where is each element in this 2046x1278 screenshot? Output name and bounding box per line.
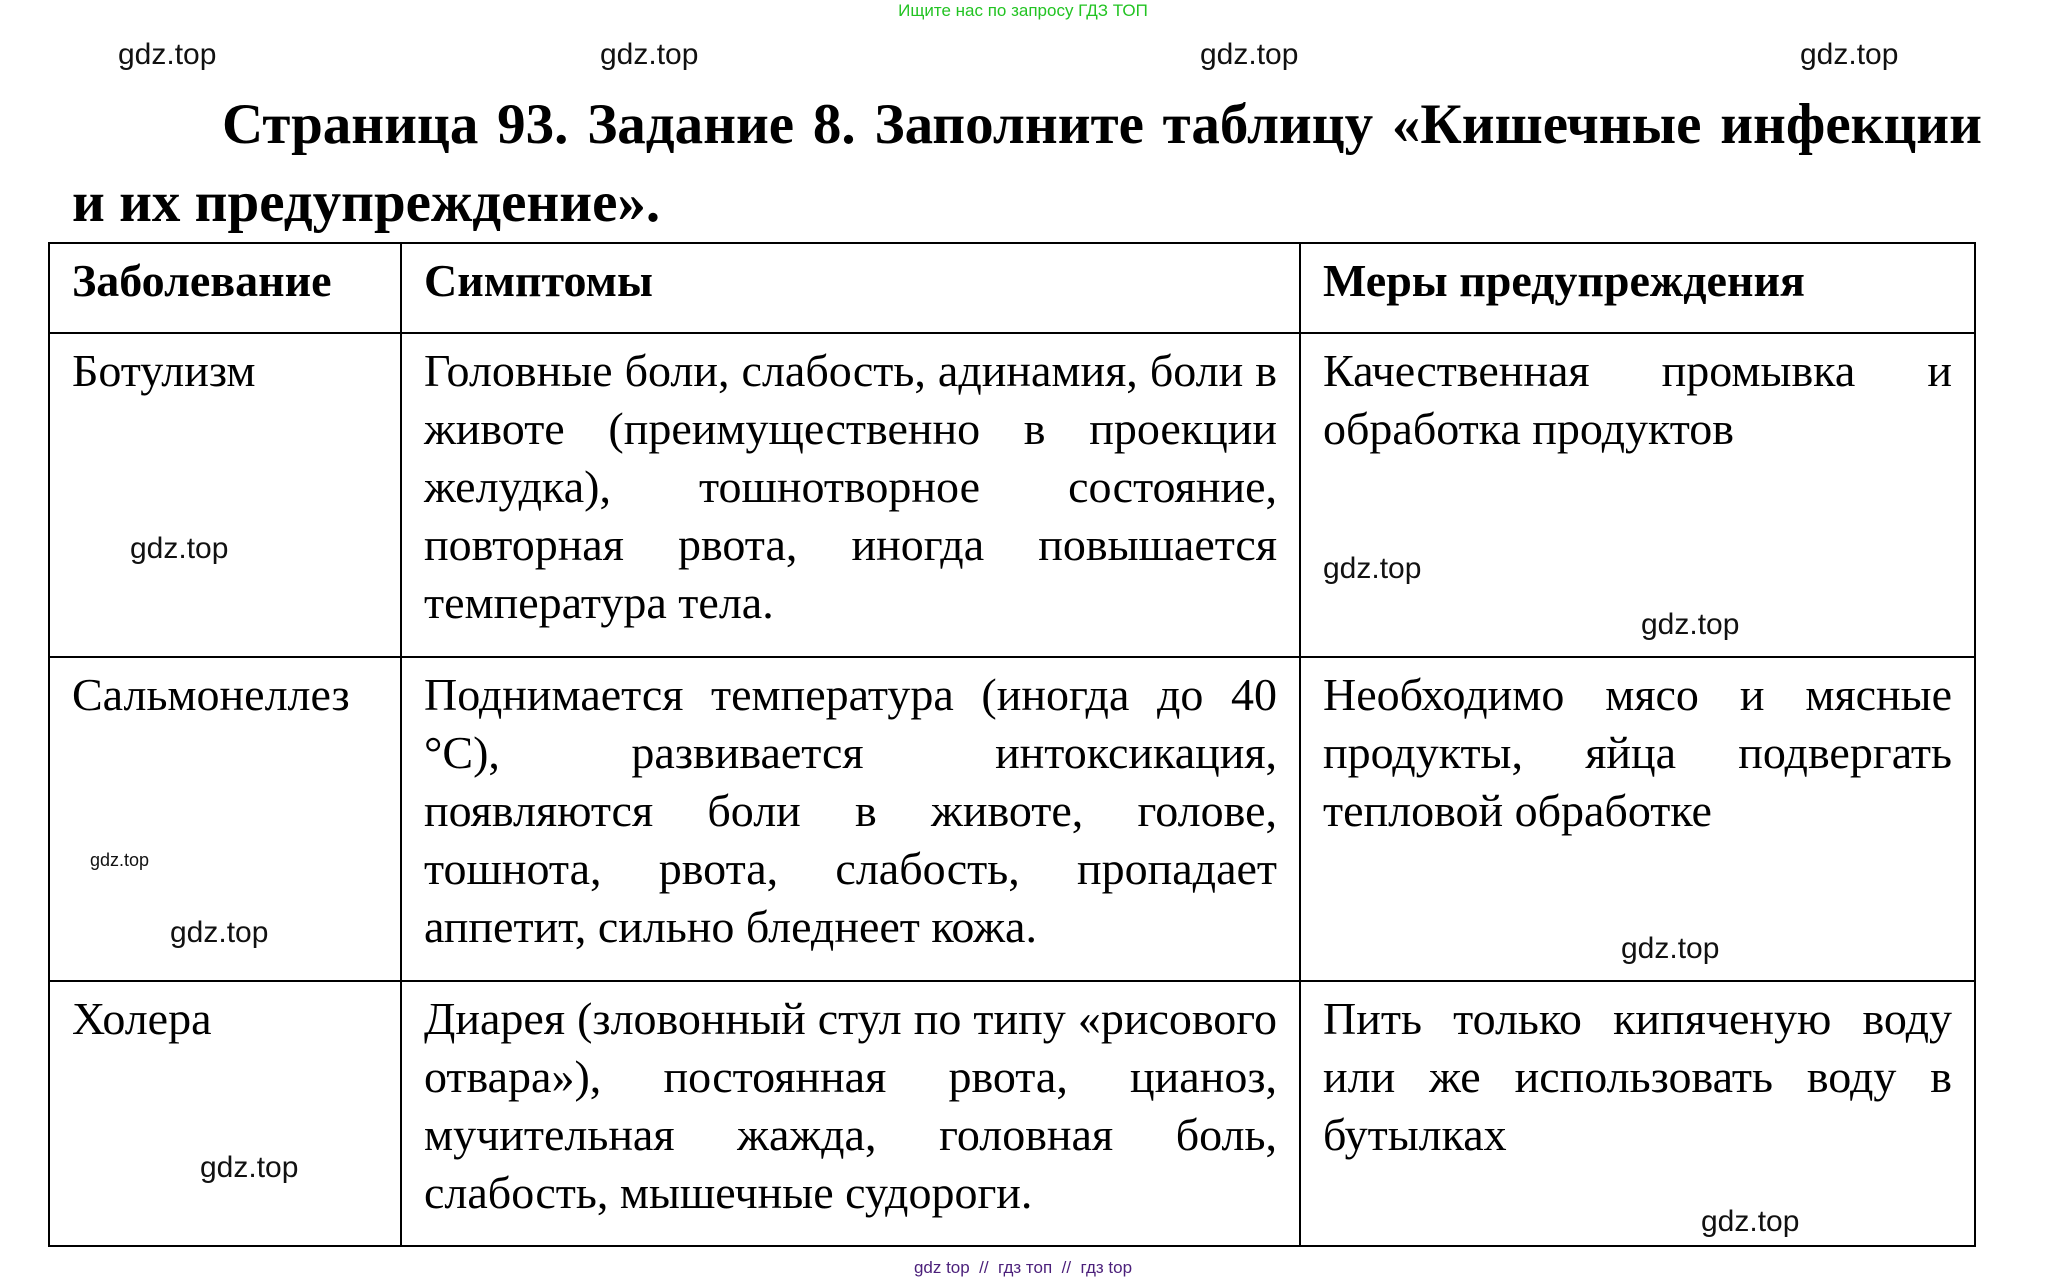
watermark: gdz.top: [600, 38, 699, 71]
cell-disease: Сальмонеллез gdz.top gdz.top: [48, 656, 402, 982]
table-row: Ботулизм gdz.top Головные боли, слабость…: [48, 332, 1976, 658]
cell-disease-text: Холера: [72, 993, 212, 1044]
watermark: gdz.top: [1323, 552, 1422, 585]
cell-prevention: Качественная промывка и обработка продук…: [1299, 332, 1976, 658]
cell-prevention: Пить только кипяченую воду или же исполь…: [1299, 980, 1976, 1247]
cell-symptoms: Поднимается температура (иногда до 40 °С…: [400, 656, 1301, 982]
watermark: gdz.top: [1800, 38, 1899, 71]
cell-prevention: Необходимо мясо и мясные продукты, яйца …: [1299, 656, 1976, 982]
cell-prevention-text: Необходимо мясо и мясные продукты, яйца …: [1323, 669, 1952, 836]
watermark: gdz.top: [1200, 38, 1299, 71]
header-symptoms: Симптомы: [400, 242, 1301, 334]
bottom-banner[interactable]: gdz top // гдз топ // гдз top: [913, 1258, 1133, 1277]
cell-disease: Ботулизм gdz.top: [48, 332, 402, 658]
watermark: gdz.top: [1621, 932, 1720, 965]
header-disease: Заболевание: [48, 242, 402, 334]
table-row: Холера gdz.top Диарея (зловонный стул по…: [48, 980, 1976, 1247]
watermark: gdz.top: [200, 1151, 299, 1184]
cell-prevention-text: Качественная промывка и обработка продук…: [1323, 345, 1952, 454]
watermark: gdz.top: [1641, 608, 1740, 641]
table-row: Сальмонеллез gdz.top gdz.top Поднимается…: [48, 656, 1976, 982]
cell-symptoms: Диарея (зловонный стул по типу «рисового…: [400, 980, 1301, 1247]
cell-disease-text: Сальмонеллез: [72, 669, 350, 720]
watermark: gdz.top: [1701, 1205, 1800, 1238]
watermark: gdz.top: [90, 850, 150, 870]
cell-symptoms: Головные боли, слабость, адинамия, боли …: [400, 332, 1301, 658]
table-header-row: Заболевание Симптомы Меры предупреждения: [48, 242, 1976, 334]
top-banner[interactable]: Ищите нас по запросу ГДЗ ТОП: [898, 1, 1148, 20]
page-title: Страница 93. Задание 8. Заполните таблиц…: [72, 93, 1982, 234]
cell-disease-text: Ботулизм: [72, 345, 256, 396]
watermark: gdz.top: [170, 916, 269, 949]
watermark: gdz.top: [118, 38, 217, 71]
header-prevention: Меры предупреждения: [1299, 242, 1976, 334]
infections-table: Заболевание Симптомы Меры предупреждения…: [48, 242, 1976, 1247]
cell-prevention-text: Пить только кипяченую воду или же исполь…: [1323, 993, 1952, 1160]
watermark: gdz.top: [130, 532, 229, 565]
cell-disease: Холера gdz.top: [48, 980, 402, 1247]
